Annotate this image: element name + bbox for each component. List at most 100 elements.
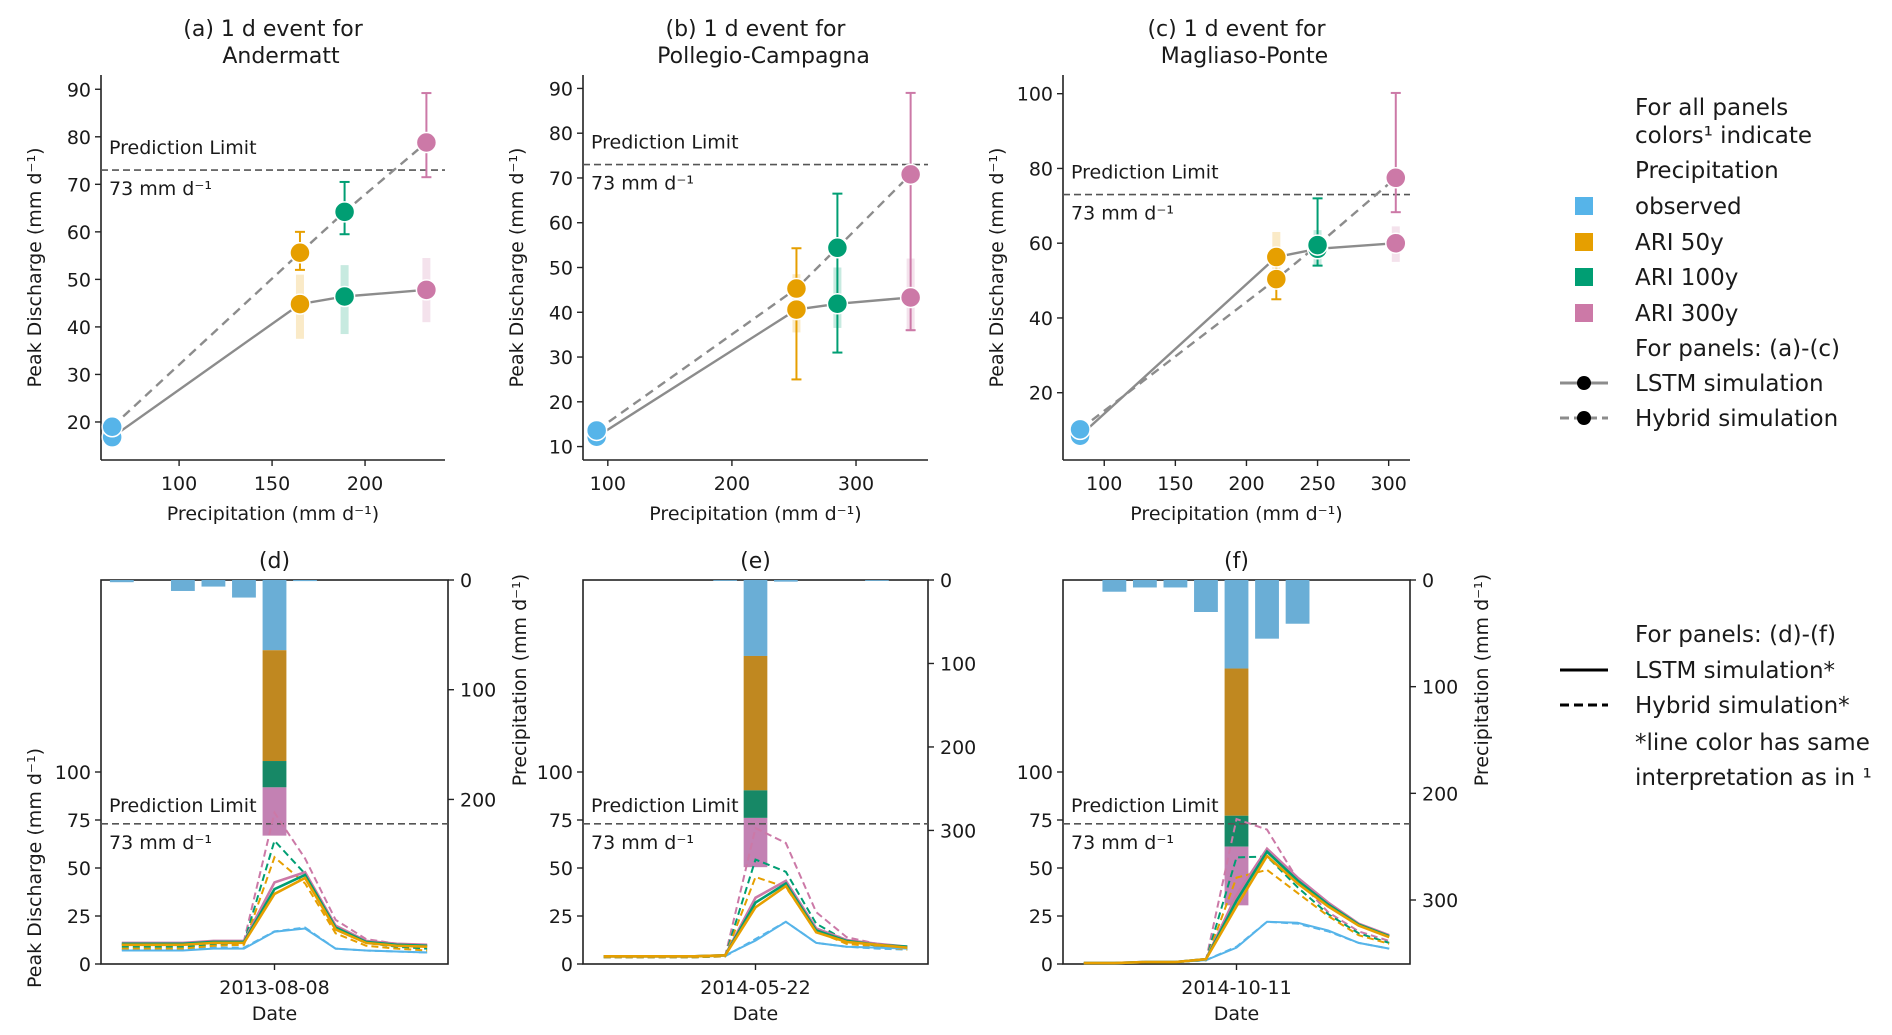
right-y-axis-label: Precipitation (mm d⁻¹) — [509, 574, 531, 786]
y-tick-label: 60 — [1029, 233, 1053, 255]
precip-bar-observed — [743, 580, 768, 656]
legend-swatch-observed — [1575, 197, 1593, 215]
y-tick-label: 75 — [549, 810, 573, 832]
panel-title-line-1: (b) 1 d event for — [666, 17, 847, 42]
hybrid-point-ari-50y — [289, 242, 311, 264]
x-tick-label: 100 — [1086, 473, 1122, 495]
y-tick-label: 50 — [1029, 858, 1053, 880]
legend-panels-df-header: For panels: (d)-(f) — [1635, 622, 1836, 648]
lstm-line — [596, 296, 911, 438]
legend-header-1: For all panels — [1635, 95, 1788, 121]
y-axis-label: Peak Discharge (mm d⁻¹) — [986, 148, 1008, 388]
x-tick-label: 150 — [1157, 473, 1193, 495]
hybrid-line — [595, 173, 912, 432]
x-axis-label: Precipitation (mm d⁻¹) — [1130, 503, 1342, 525]
y-tick-label: 30 — [549, 347, 573, 369]
legend-swatch-ari-50y — [1575, 233, 1593, 251]
precip-bar-ari-50y — [1224, 668, 1249, 816]
x-tick-label: 300 — [838, 473, 874, 495]
precip-bar-ari-50y — [262, 650, 287, 762]
y-tick-label: 75 — [67, 810, 91, 832]
y-tick-label: 0 — [79, 954, 91, 976]
panel-title-line-2: Magliaso-Ponte — [1161, 44, 1328, 69]
x-tick-label: 150 — [254, 473, 290, 495]
y-tick-label: 60 — [549, 213, 573, 235]
y-tick-label: 20 — [67, 412, 91, 434]
y-tick-label: 80 — [549, 123, 573, 145]
y-tick-label: 10 — [549, 437, 573, 459]
x-axis-label: Precipitation (mm d⁻¹) — [649, 503, 861, 525]
x-tick-label: 100 — [161, 473, 197, 495]
y-tick-label: 30 — [67, 364, 91, 386]
lstm-line-ari-100y — [121, 873, 428, 948]
legend-swatch-ari-100y — [1575, 268, 1593, 286]
precip-bar-ari-100y — [743, 790, 768, 818]
x-tick-label: 200 — [347, 473, 383, 495]
legend-hybrid-marker — [1577, 411, 1591, 425]
prediction-limit-value: 73 mm d⁻¹ — [109, 832, 212, 854]
hybrid-point-ari-300y — [1385, 167, 1407, 189]
precip-bar-observed — [201, 580, 226, 587]
legend-hybrid-label: Hybrid simulation — [1635, 406, 1838, 432]
right-y-tick-label: 0 — [460, 570, 472, 592]
y-tick-label: 25 — [67, 906, 91, 928]
hybrid-point-ari-300y — [899, 163, 922, 186]
precip-bar-observed — [1224, 580, 1249, 669]
legend-header-2: colors¹ indicate — [1635, 123, 1812, 149]
x-tick-label: 300 — [1371, 473, 1407, 495]
legend-label-observed: observed — [1635, 194, 1742, 220]
right-y-tick-label: 100 — [1422, 677, 1458, 699]
lstm-point-ari-50y — [289, 293, 311, 315]
lstm-line-observed — [121, 927, 428, 954]
lstm-point-ari-300y — [415, 279, 438, 301]
right-y-tick-label: 100 — [460, 680, 496, 702]
precip-bar-observed — [1163, 580, 1188, 588]
legend-lstm-label: LSTM simulation — [1635, 371, 1824, 397]
hybrid-line — [111, 141, 428, 428]
y-tick-label: 0 — [1041, 954, 1053, 976]
x-tick-label: 250 — [1299, 473, 1335, 495]
prediction-limit-value: 73 mm d⁻¹ — [1071, 832, 1174, 854]
y-tick-label: 20 — [1029, 383, 1053, 405]
panel-e: (e) 0 100 200 300 0 25 50 75 100 2014-05-22 Date Pre… — [537, 549, 977, 1025]
y-axis-label: Peak Discharge (mm d⁻¹) — [24, 148, 46, 388]
y-axis-label: Peak Discharge (mm d⁻¹) — [506, 148, 528, 388]
precip-bar-observed — [170, 580, 195, 591]
hybrid-point-ari-100y — [333, 201, 356, 223]
legend-swatch-ari-300y — [1575, 304, 1593, 322]
right-y-tick-label: 200 — [940, 737, 976, 759]
y-tick-label: 40 — [1029, 308, 1053, 330]
y-tick-label: 75 — [1029, 810, 1053, 832]
y-tick-label: 100 — [1017, 762, 1053, 784]
hybrid-point-observed — [101, 415, 123, 438]
prediction-limit-value: 73 mm d⁻¹ — [591, 173, 694, 195]
x-tick-label: 2013-08-08 — [219, 977, 329, 999]
y-tick-label: 90 — [67, 79, 91, 101]
hybrid-line-observed — [1083, 920, 1390, 965]
y-tick-label: 70 — [67, 174, 91, 196]
prediction-limit-value: 73 mm d⁻¹ — [109, 178, 212, 200]
precip-bar-observed — [1102, 580, 1127, 592]
lstm-line-observed — [1083, 920, 1390, 965]
precip-bar-observed — [1132, 580, 1157, 588]
x-tick-label: 2014-05-22 — [700, 977, 810, 999]
panel-d: (d) 0 100 200 Precipitation (mm d⁻¹) 0 25 50 75 1… — [24, 549, 531, 1025]
legend-label-ari-100y: ARI 100y — [1635, 265, 1738, 291]
precip-bar-ari-50y — [743, 655, 768, 791]
panel-title: (e) — [740, 549, 771, 574]
y-tick-label: 40 — [67, 317, 91, 339]
y-tick-label: 25 — [549, 906, 573, 928]
x-axis-label: Date — [252, 1003, 297, 1025]
legend-lstm-marker — [1577, 376, 1591, 390]
prediction-limit-value: 73 mm d⁻¹ — [1071, 203, 1174, 225]
precip-bar-observed — [774, 580, 798, 582]
y-tick-label: 100 — [537, 762, 573, 784]
lstm-line — [1079, 242, 1396, 437]
y-tick-label: 0 — [561, 954, 573, 976]
lstm-point-ari-300y — [1385, 232, 1407, 254]
precip-bar-observed — [1194, 580, 1218, 612]
